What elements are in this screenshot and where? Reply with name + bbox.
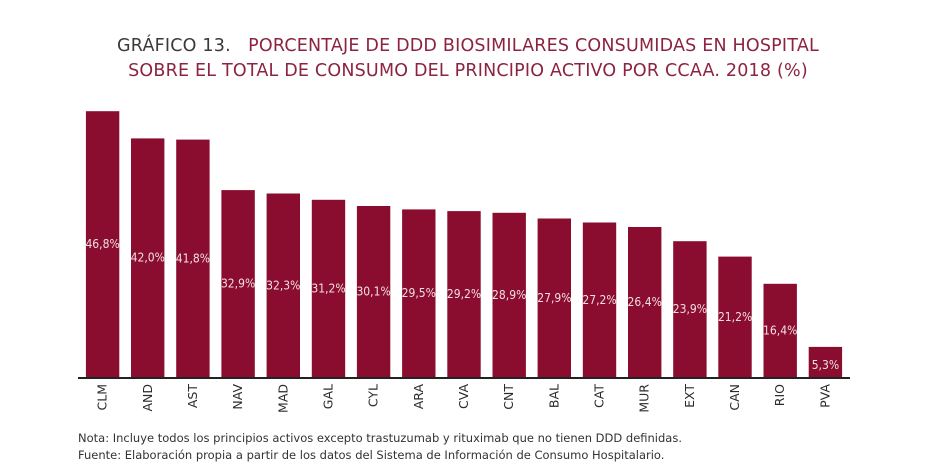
category-label-clm: CLM: [95, 384, 110, 410]
note-text: Nota: Incluye todos los principios activ…: [78, 431, 682, 445]
data-label-gal: 31,2%: [311, 281, 345, 295]
category-label-cnt: CNT: [501, 384, 516, 410]
bar-gal: [311, 199, 346, 377]
category-label-bal: BAL: [546, 384, 561, 408]
bar-pva: [808, 346, 843, 377]
bar-clm: [85, 111, 120, 377]
category-label-gal: GAL: [321, 384, 336, 409]
category-label-ext: EXT: [682, 384, 697, 408]
bar-cva: [447, 211, 481, 377]
data-label-ext: 23,9%: [673, 302, 707, 316]
data-label-can: 21,2%: [718, 310, 752, 324]
category-label-cyl: CYL: [366, 384, 381, 407]
bars-group: [85, 111, 843, 377]
category-label-pva: PVA: [817, 384, 832, 408]
chart-notes: Nota: Incluye todos los principios activ…: [78, 430, 682, 464]
category-label-and: AND: [140, 384, 155, 412]
chart-title-line-1: GRÁFICO 13. PORCENTAJE DE DDD BIOSIMILAR…: [0, 36, 936, 56]
bar-cyl: [356, 206, 391, 377]
data-label-cat: 27,2%: [582, 293, 616, 307]
chart-subtitle: SOBRE EL TOTAL DE CONSUMO DEL PRINCIPIO …: [128, 61, 808, 81]
data-label-rio: 16,4%: [763, 323, 797, 337]
category-label-ara: ARA: [411, 384, 426, 410]
bar-bal: [537, 218, 571, 377]
data-label-mad: 32,3%: [266, 278, 300, 292]
bar-ext: [673, 241, 707, 377]
data-label-mur: 26,4%: [628, 295, 662, 309]
data-labels-group: 46,8% 42,0% 41,8% 32,9% 32,3% 31,2% 30,1% 29,5%…: [85, 237, 839, 372]
data-label-clm: 46,8%: [85, 237, 119, 251]
category-labels-group: CLM AND AST NAV MAD GAL CYL ARA CVA CNT BAL CAT MUR E…: [95, 384, 833, 413]
category-label-can: CAN: [727, 384, 742, 411]
category-label-mur: MUR: [637, 384, 652, 413]
data-label-ara: 29,5%: [402, 286, 436, 300]
bar-chart: 46,8% 42,0% 41,8% 32,9% 32,3% 31,2% 30,1% 29,5%…: [78, 111, 850, 413]
category-label-rio: RIO: [772, 384, 787, 406]
bar-and: [131, 138, 165, 377]
category-label-ast: AST: [185, 384, 200, 408]
bar-cnt: [492, 212, 526, 377]
bar-cat: [582, 222, 617, 377]
data-label-bal: 27,9%: [537, 291, 571, 305]
bar-rio: [763, 283, 797, 377]
chart-number: GRÁFICO 13.: [117, 36, 231, 56]
data-label-ast: 41,8%: [176, 251, 210, 265]
category-label-cat: CAT: [592, 384, 607, 408]
category-label-cva: CVA: [456, 384, 471, 409]
bar-ast: [176, 139, 210, 377]
data-label-cnt: 28,9%: [492, 288, 526, 302]
bar-ara: [402, 209, 436, 377]
data-label-cyl: 30,1%: [356, 285, 390, 299]
category-label-mad: MAD: [275, 384, 290, 413]
category-label-nav: NAV: [230, 384, 245, 410]
data-label-and: 42,0%: [131, 251, 165, 265]
bar-mur: [628, 227, 662, 377]
data-label-nav: 32,9%: [221, 277, 255, 291]
chart-title: PORCENTAJE DE DDD BIOSIMILARES CONSUMIDA…: [248, 36, 819, 56]
chart-title-line-2: SOBRE EL TOTAL DE CONSUMO DEL PRINCIPIO …: [0, 61, 936, 81]
data-label-cva: 29,2%: [447, 287, 481, 301]
data-label-pva: 5,3%: [812, 358, 839, 372]
source-text: Fuente: Elaboración propia a partir de l…: [78, 448, 665, 462]
bar-can: [718, 256, 752, 377]
bar-mad: [266, 193, 300, 377]
bar-nav: [221, 190, 255, 377]
